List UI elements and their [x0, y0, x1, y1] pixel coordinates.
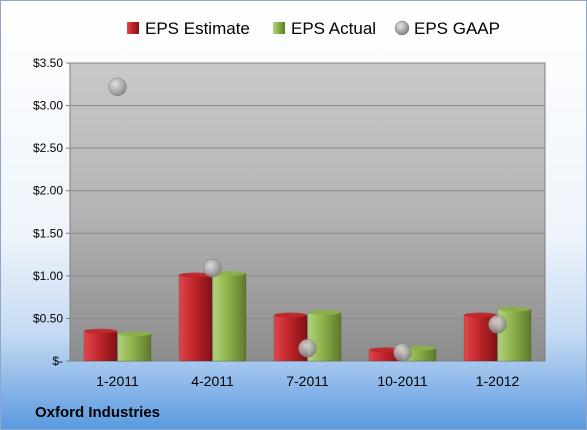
bar-cap — [308, 309, 341, 315]
eps-gaap-point — [203, 258, 222, 278]
y-tick-label: $1.00 — [33, 269, 63, 283]
eps-gaap-point — [488, 315, 507, 334]
y-tick-label: $2.50 — [33, 141, 63, 155]
x-category-label: 4-2011 — [191, 373, 234, 389]
y-tick-label: $1.50 — [33, 226, 63, 240]
eps-actual-bar — [117, 333, 152, 362]
bar-cap — [213, 270, 246, 276]
y-tick-label: $- — [52, 354, 63, 368]
x-category-label: 1-2012 — [476, 373, 520, 389]
eps-estimate-bar — [178, 274, 213, 362]
legend-swatch — [394, 20, 410, 36]
eps-gaap-point — [108, 77, 127, 97]
legend-swatch — [127, 22, 139, 34]
y-tick-label: $3.00 — [33, 99, 63, 113]
bar-cap — [118, 331, 151, 337]
legend-label: EPS Estimate — [145, 19, 250, 38]
eps-estimate-bar — [83, 330, 118, 362]
bar-cap — [84, 328, 117, 334]
legend-label: EPS Actual — [291, 19, 376, 38]
bar-cap — [179, 272, 212, 278]
bars — [83, 270, 532, 362]
bar-cap — [403, 345, 436, 351]
legend-swatch — [273, 22, 285, 34]
y-tick-label: $2.00 — [33, 184, 63, 198]
eps-actual-bar — [212, 273, 247, 362]
bar-cap — [464, 312, 497, 318]
y-axis-ticks: $- $0.50 $1.00 $1.50 $2.00 $2.50 $3.00 $3.50 — [33, 56, 70, 368]
y-tick-label: $3.50 — [33, 56, 63, 70]
bar-cap — [498, 306, 531, 312]
plot-area — [69, 62, 546, 362]
eps-gaap-point — [298, 338, 317, 358]
eps-actual-bar — [497, 308, 532, 362]
legend: EPS Estimate EPS Actual EPS GAAP — [127, 19, 500, 38]
x-axis-labels: 1-2011 4-2011 7-2011 10-2011 1-2012 — [96, 373, 519, 389]
y-tick-label: $0.50 — [33, 311, 63, 325]
legend-label: EPS GAAP — [414, 19, 500, 38]
bar-cap — [274, 312, 307, 318]
company-label: Oxford Industries — [35, 404, 160, 421]
x-category-label: 1-2011 — [96, 373, 139, 389]
x-category-label: 10-2011 — [377, 373, 428, 389]
x-category-label: 7-2011 — [286, 373, 329, 389]
gaap-points — [108, 77, 507, 362]
eps-gaap-point — [393, 343, 412, 362]
